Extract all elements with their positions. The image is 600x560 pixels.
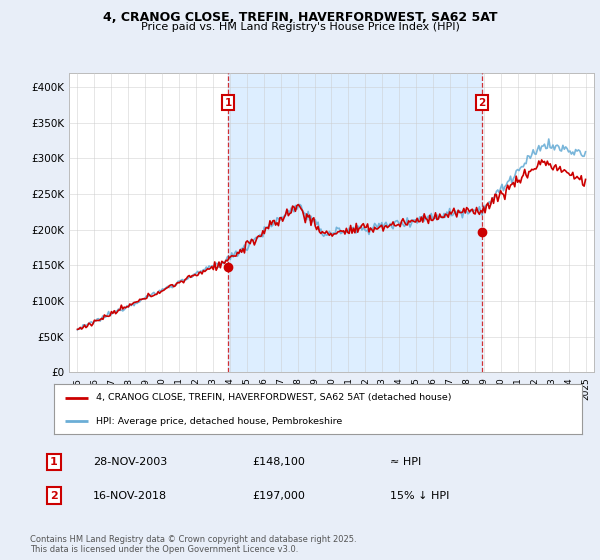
Text: 2: 2 (50, 491, 58, 501)
Text: 4, CRANOG CLOSE, TREFIN, HAVERFORDWEST, SA62 5AT: 4, CRANOG CLOSE, TREFIN, HAVERFORDWEST, … (103, 11, 497, 24)
Text: 1: 1 (50, 457, 58, 467)
Text: HPI: Average price, detached house, Pembrokeshire: HPI: Average price, detached house, Pemb… (96, 417, 343, 426)
Text: 28-NOV-2003: 28-NOV-2003 (93, 457, 167, 467)
Text: Price paid vs. HM Land Registry's House Price Index (HPI): Price paid vs. HM Land Registry's House … (140, 22, 460, 32)
Text: 2: 2 (478, 98, 485, 108)
Text: £148,100: £148,100 (252, 457, 305, 467)
Text: £197,000: £197,000 (252, 491, 305, 501)
Text: Contains HM Land Registry data © Crown copyright and database right 2025.
This d: Contains HM Land Registry data © Crown c… (30, 535, 356, 554)
Text: 16-NOV-2018: 16-NOV-2018 (93, 491, 167, 501)
Text: 1: 1 (224, 98, 232, 108)
Text: 4, CRANOG CLOSE, TREFIN, HAVERFORDWEST, SA62 5AT (detached house): 4, CRANOG CLOSE, TREFIN, HAVERFORDWEST, … (96, 393, 452, 402)
Text: ≈ HPI: ≈ HPI (390, 457, 421, 467)
Bar (228, 73, 482, 372)
Text: 15% ↓ HPI: 15% ↓ HPI (390, 491, 449, 501)
